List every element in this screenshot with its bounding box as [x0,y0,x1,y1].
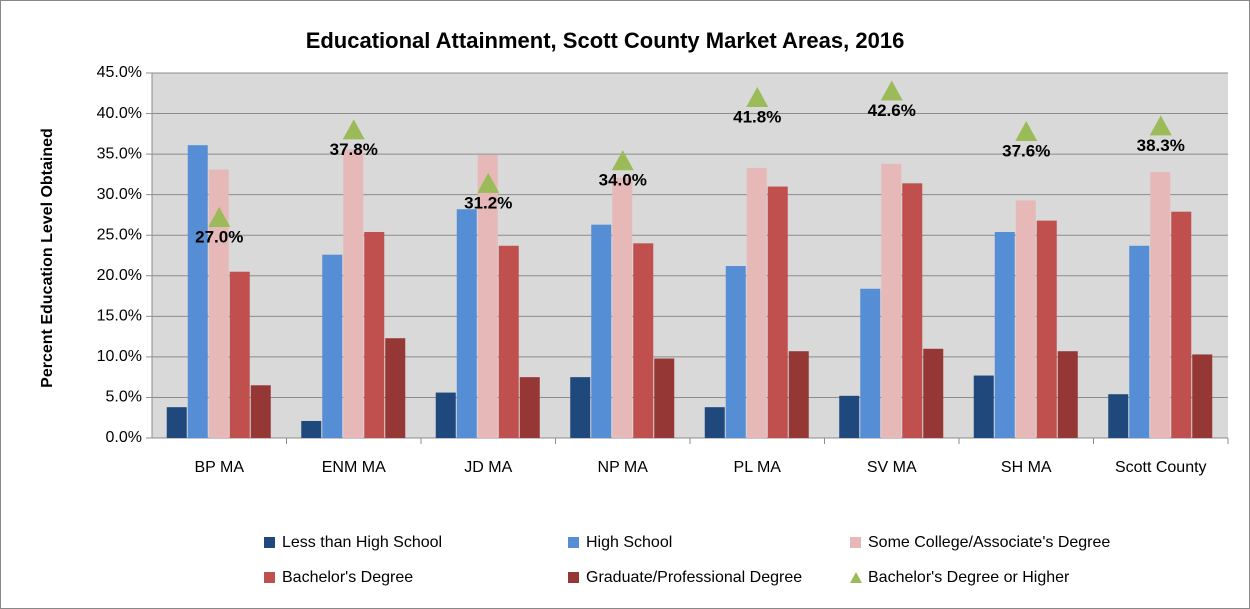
bar [208,169,229,438]
x-tick-label: SH MA [1001,459,1052,476]
bar [435,392,456,438]
x-tick-label: JD MA [464,459,512,476]
bar [250,385,271,438]
triangle-marker [880,80,903,101]
x-tick-label: BP MA [195,459,245,476]
data-label: 31.2% [464,193,512,212]
triangle-marker [1149,115,1172,136]
bar [973,375,994,438]
bar [456,209,477,438]
chart-title: Educational Attainment, Scott County Mar… [306,28,905,53]
legend-swatch [264,537,275,548]
data-label: 38.3% [1137,136,1185,155]
y-axis-label: Percent Education Level Obtained [39,128,56,388]
y-tick-label: 40.0% [97,105,142,122]
y-tick-label: 5.0% [106,389,142,406]
data-label: 37.6% [1002,142,1050,161]
bar [725,266,746,438]
triangle-marker [208,207,231,227]
triangle-marker [477,172,500,193]
bar [477,154,498,438]
legend-swatch [850,572,862,583]
bar [591,224,612,438]
bar [519,377,540,438]
bar [746,167,767,438]
y-tick-label: 20.0% [97,267,142,284]
legend-label: Some College/Associate's Degree [868,534,1110,551]
bar [1192,354,1213,438]
legend-label: Graduate/Professional Degree [586,569,802,586]
y-tick-label: 0.0% [106,429,142,446]
bar [767,186,788,438]
bar [1171,211,1192,438]
y-tick-label: 25.0% [97,226,142,243]
legend-swatch [568,572,579,583]
x-tick-label: Scott County [1115,459,1207,476]
legend-label: Bachelor's Degree or Higher [868,569,1070,586]
triangle-marker [342,119,365,140]
triangle-marker [746,86,769,107]
legend-swatch [850,537,861,548]
bar [612,177,633,438]
bar [902,183,923,438]
bar [1015,200,1036,438]
legend-label: Bachelor's Degree [282,569,413,586]
bar [881,163,902,438]
bar [343,149,364,438]
bar [704,407,725,438]
bar [1150,171,1171,438]
bar [839,395,860,438]
bar [322,254,343,438]
legend-label: Less than High School [282,534,442,551]
bar [654,358,675,438]
x-tick-label: PL MA [734,459,782,476]
bar [364,231,385,438]
y-tick-label: 10.0% [97,348,142,365]
data-label: 34.0% [599,171,647,190]
triangle-marker [611,150,634,171]
x-tick-label: ENM MA [322,459,386,476]
legend-swatch [264,572,275,583]
data-label: 41.8% [733,107,781,126]
bar [1036,220,1057,438]
data-label: 27.0% [195,227,243,246]
bar [1108,394,1129,438]
bar [1129,245,1150,438]
bar [498,245,519,438]
data-label: 42.6% [868,101,916,120]
y-tick-label: 35.0% [97,145,142,162]
bar [229,271,250,438]
bar [860,288,881,438]
y-tick-label: 15.0% [97,308,142,325]
bar [994,231,1015,438]
y-tick-label: 45.0% [97,64,142,81]
y-tick-label: 30.0% [97,186,142,203]
bar [923,348,944,438]
bar [385,338,406,438]
bar [1057,351,1078,438]
triangle-marker [1015,121,1038,142]
legend-label: High School [586,534,672,551]
x-tick-label: NP MA [598,459,649,476]
bar [570,377,591,438]
bar [301,420,322,438]
legend-swatch [568,537,579,548]
bar [187,145,208,438]
bar [633,243,654,438]
bar [788,351,809,438]
x-tick-label: SV MA [867,459,917,476]
data-label: 37.8% [330,140,378,159]
bar [166,407,187,438]
